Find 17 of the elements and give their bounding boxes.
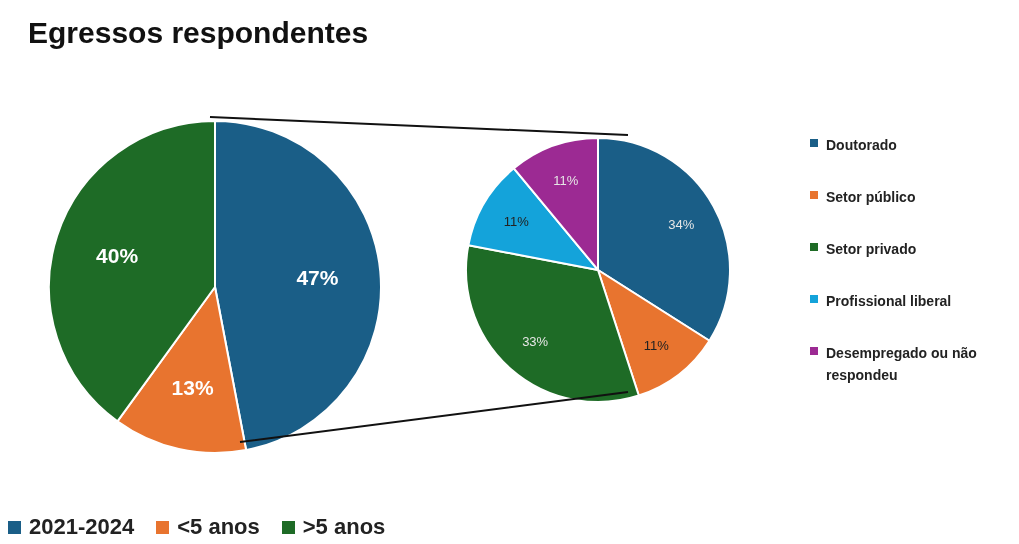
legend-label: <5 anos [177, 514, 260, 540]
legend-label: Setor privado [826, 240, 917, 259]
data-label: 11% [553, 173, 579, 189]
legend-label: Setor público [826, 188, 916, 207]
data-label: 34% [668, 216, 695, 232]
data-label: 11% [503, 214, 530, 230]
legend-label: Profissional liberal [826, 292, 952, 311]
legend-label: Doutorado [826, 136, 897, 155]
legend-label: Desempregado ou não respondeu [826, 344, 978, 385]
data-label: 33% [522, 333, 549, 349]
data-label: 40% [96, 243, 139, 267]
legend-label: >5 anos [302, 514, 386, 540]
legend-label: 2021-2024 [29, 514, 135, 540]
chart-title: Egressos respondentes [28, 16, 369, 50]
data-label: 13% [171, 375, 214, 399]
data-label: 11% [643, 337, 670, 353]
data-label: 47% [296, 265, 339, 289]
